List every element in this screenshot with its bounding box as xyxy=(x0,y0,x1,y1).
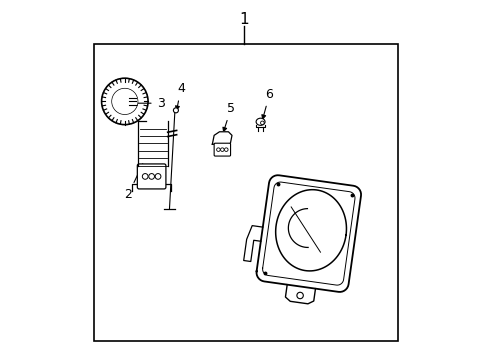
Circle shape xyxy=(155,174,161,179)
Circle shape xyxy=(296,292,303,299)
Circle shape xyxy=(216,148,220,152)
Circle shape xyxy=(260,121,264,125)
FancyBboxPatch shape xyxy=(137,164,165,189)
Circle shape xyxy=(112,89,137,114)
Polygon shape xyxy=(275,190,346,271)
Text: 4: 4 xyxy=(175,82,184,110)
Text: 1: 1 xyxy=(239,12,249,27)
Text: 2: 2 xyxy=(124,164,142,201)
Text: 3: 3 xyxy=(133,97,164,110)
Polygon shape xyxy=(256,175,360,292)
Ellipse shape xyxy=(256,118,264,125)
Circle shape xyxy=(148,174,154,179)
Circle shape xyxy=(142,174,148,179)
Text: 6: 6 xyxy=(262,88,273,119)
Polygon shape xyxy=(212,132,231,144)
Circle shape xyxy=(224,148,227,152)
Bar xyxy=(94,44,397,341)
Circle shape xyxy=(112,89,137,114)
Text: 5: 5 xyxy=(223,102,234,131)
Circle shape xyxy=(220,148,224,152)
Circle shape xyxy=(173,108,178,113)
FancyBboxPatch shape xyxy=(214,143,230,156)
